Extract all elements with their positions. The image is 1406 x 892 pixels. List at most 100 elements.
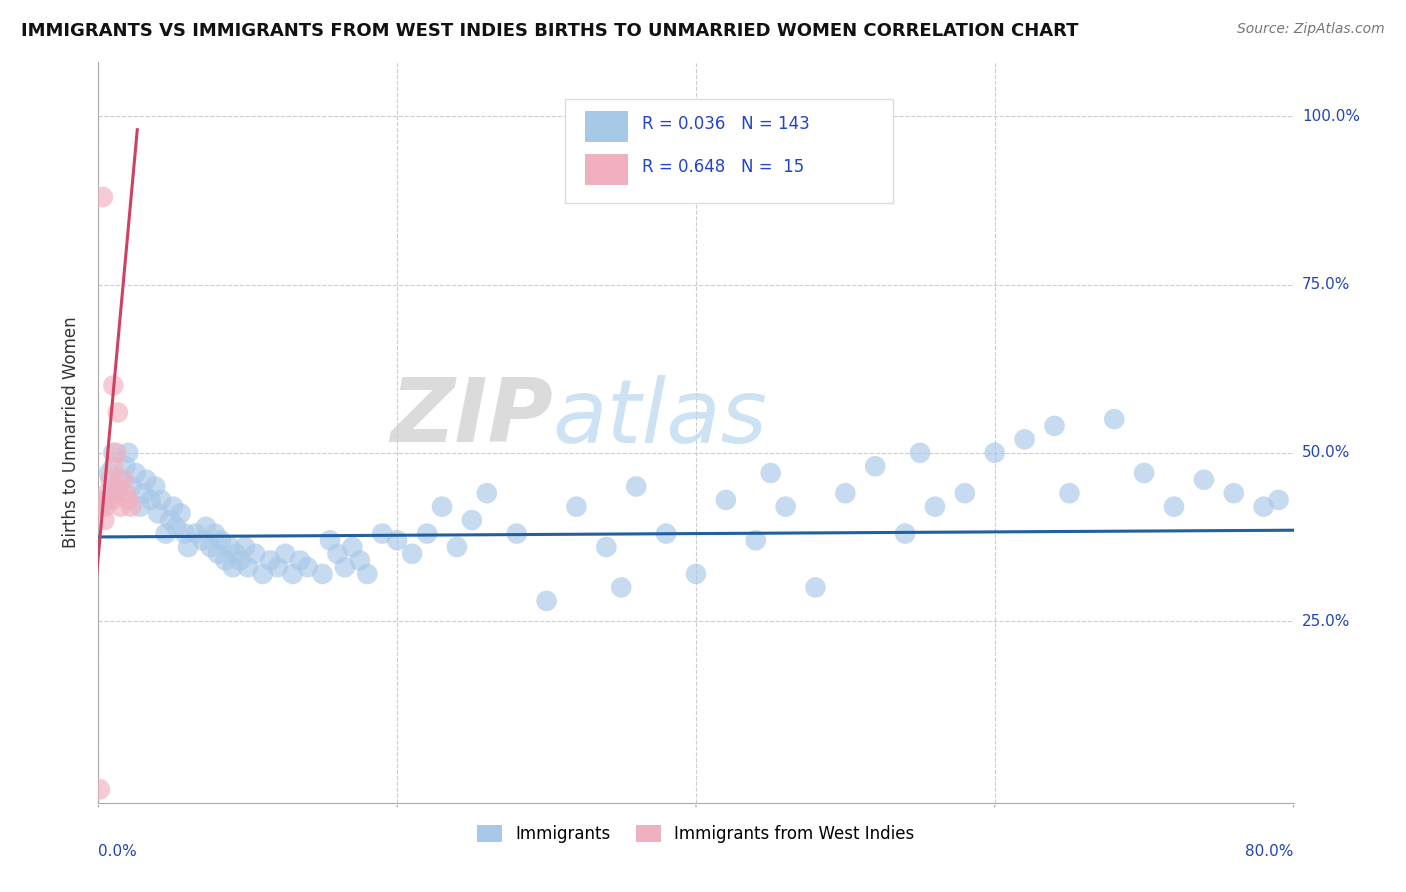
Point bbox=[184, 526, 207, 541]
Point bbox=[117, 446, 139, 460]
Point bbox=[120, 479, 142, 493]
Point bbox=[169, 507, 191, 521]
Text: 0.0%: 0.0% bbox=[98, 844, 138, 858]
Point bbox=[209, 533, 232, 548]
Point bbox=[685, 566, 707, 581]
Point bbox=[236, 560, 259, 574]
Point bbox=[214, 553, 236, 567]
Legend: Immigrants, Immigrants from West Indies: Immigrants, Immigrants from West Indies bbox=[471, 819, 921, 850]
Point bbox=[626, 479, 648, 493]
Text: 100.0%: 100.0% bbox=[1302, 109, 1360, 124]
Point bbox=[219, 540, 242, 554]
Point bbox=[204, 526, 226, 541]
Point bbox=[97, 466, 120, 480]
FancyBboxPatch shape bbox=[585, 111, 628, 142]
Text: 75.0%: 75.0% bbox=[1302, 277, 1350, 292]
Point bbox=[371, 526, 394, 541]
Point bbox=[311, 566, 333, 581]
Point bbox=[112, 473, 135, 487]
Point bbox=[267, 560, 290, 574]
Point bbox=[89, 782, 111, 797]
Point bbox=[120, 500, 142, 514]
Point bbox=[475, 486, 498, 500]
Point bbox=[155, 526, 177, 541]
Point bbox=[297, 560, 319, 574]
Point bbox=[385, 533, 409, 548]
Text: Source: ZipAtlas.com: Source: ZipAtlas.com bbox=[1237, 22, 1385, 37]
Text: atlas: atlas bbox=[553, 375, 768, 461]
Point bbox=[759, 466, 782, 480]
Point bbox=[252, 566, 274, 581]
Point bbox=[96, 486, 118, 500]
Point bbox=[148, 507, 170, 521]
Point bbox=[135, 473, 157, 487]
Point bbox=[162, 500, 184, 514]
Point bbox=[259, 553, 281, 567]
Point bbox=[103, 378, 125, 392]
Point bbox=[281, 566, 304, 581]
Text: ZIP: ZIP bbox=[389, 375, 553, 461]
Point bbox=[655, 526, 678, 541]
FancyBboxPatch shape bbox=[565, 99, 893, 203]
Point bbox=[595, 540, 617, 554]
Point bbox=[103, 446, 125, 460]
Point bbox=[416, 526, 439, 541]
Point bbox=[105, 446, 128, 460]
Point bbox=[1192, 473, 1215, 487]
Point bbox=[461, 513, 484, 527]
Point bbox=[174, 526, 197, 541]
Point bbox=[745, 533, 768, 548]
Point bbox=[953, 486, 976, 500]
Point bbox=[342, 540, 364, 554]
Point bbox=[233, 540, 256, 554]
Point bbox=[117, 492, 139, 507]
Point bbox=[132, 486, 155, 500]
Point bbox=[245, 547, 267, 561]
Point bbox=[834, 486, 856, 500]
Point bbox=[110, 500, 132, 514]
Point bbox=[1059, 486, 1081, 500]
Point bbox=[333, 560, 356, 574]
Point bbox=[349, 553, 371, 567]
Point bbox=[107, 479, 129, 493]
Point bbox=[1104, 412, 1126, 426]
Point bbox=[1133, 466, 1156, 480]
Point bbox=[114, 459, 136, 474]
Text: IMMIGRANTS VS IMMIGRANTS FROM WEST INDIES BIRTHS TO UNMARRIED WOMEN CORRELATION : IMMIGRANTS VS IMMIGRANTS FROM WEST INDIE… bbox=[21, 22, 1078, 40]
Point bbox=[908, 446, 931, 460]
Point bbox=[1253, 500, 1275, 514]
Point bbox=[430, 500, 453, 514]
Text: 25.0%: 25.0% bbox=[1302, 614, 1350, 629]
Point bbox=[356, 566, 378, 581]
Point bbox=[91, 190, 114, 204]
Point bbox=[143, 479, 166, 493]
Point bbox=[804, 581, 827, 595]
Point bbox=[110, 473, 132, 487]
Point bbox=[1267, 492, 1289, 507]
Point bbox=[319, 533, 342, 548]
Point bbox=[207, 547, 229, 561]
Point bbox=[200, 540, 222, 554]
Point bbox=[101, 492, 124, 507]
Point bbox=[98, 473, 122, 487]
Point bbox=[506, 526, 529, 541]
Point bbox=[90, 500, 112, 514]
Y-axis label: Births to Unmarried Women: Births to Unmarried Women bbox=[62, 317, 80, 549]
Point bbox=[610, 581, 633, 595]
Point bbox=[94, 500, 117, 514]
Point bbox=[107, 405, 129, 419]
Text: R = 0.648   N =  15: R = 0.648 N = 15 bbox=[643, 158, 804, 176]
Point bbox=[195, 520, 218, 534]
Point bbox=[229, 553, 252, 567]
Point bbox=[129, 500, 152, 514]
Point bbox=[288, 553, 311, 567]
Point bbox=[984, 446, 1007, 460]
Point bbox=[93, 513, 115, 527]
Point bbox=[222, 560, 245, 574]
Point bbox=[326, 547, 349, 561]
Text: R = 0.036   N = 143: R = 0.036 N = 143 bbox=[643, 115, 810, 133]
Point bbox=[894, 526, 917, 541]
Point bbox=[1014, 433, 1036, 447]
Point bbox=[446, 540, 468, 554]
Point bbox=[536, 594, 558, 608]
